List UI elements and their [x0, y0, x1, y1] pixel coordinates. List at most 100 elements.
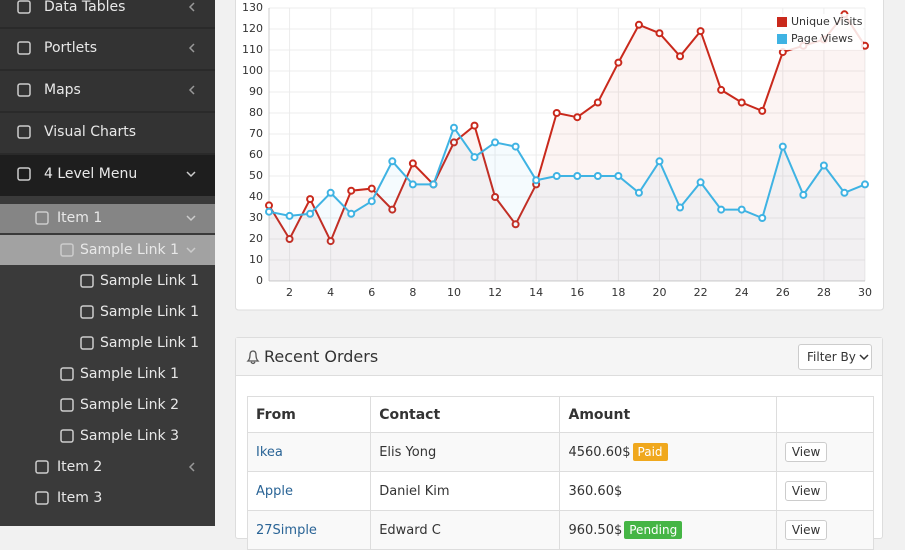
data-point	[491, 138, 500, 147]
chevron	[188, 43, 195, 53]
contact-cell: Elis Yong	[370, 432, 561, 472]
menu-icon	[60, 398, 74, 412]
action-cell: View	[775, 471, 875, 511]
data-point	[367, 184, 376, 193]
data-point	[840, 188, 849, 197]
data-point	[306, 195, 315, 204]
action-cell: View	[775, 432, 875, 472]
data-point	[408, 180, 417, 189]
view-button[interactable]: View	[784, 442, 828, 462]
menu-label: Sample Link 1	[100, 273, 199, 289]
column-header: Amount	[559, 396, 777, 433]
contact-cell: Edward C	[370, 510, 561, 550]
from-link[interactable]: Apple	[256, 483, 294, 499]
amount: 360.60$	[568, 483, 623, 499]
from-link[interactable]: Ikea	[256, 444, 283, 460]
x-tick-label: 24	[735, 286, 749, 299]
y-tick-label: 10	[249, 253, 263, 266]
data-point	[285, 211, 294, 220]
x-tick-label: 16	[570, 286, 584, 299]
y-tick-label: 110	[242, 43, 263, 56]
contact-cell: Daniel Kim	[370, 471, 561, 511]
data-point	[532, 176, 541, 185]
view-button[interactable]: View	[784, 520, 828, 540]
data-point	[676, 52, 685, 61]
menu-label: Sample Link 1	[80, 242, 179, 258]
data-point	[696, 27, 705, 36]
menu-icon	[17, 167, 31, 181]
y-tick-label: 40	[249, 190, 263, 203]
from-cell: 27Simple	[246, 510, 372, 550]
legend-swatch	[777, 34, 787, 44]
link-active-bg	[0, 235, 215, 265]
data-point	[511, 220, 520, 229]
data-point	[265, 201, 273, 210]
filter-label: Filter By	[807, 350, 856, 364]
data-point	[470, 153, 479, 162]
data-point	[737, 98, 746, 107]
menu-label: Item 2	[57, 459, 102, 475]
x-tick-label: 20	[652, 286, 666, 299]
legend-swatch	[777, 17, 787, 27]
bell-icon	[246, 350, 260, 365]
chevron	[188, 2, 195, 12]
y-tick-label: 70	[249, 127, 263, 140]
legend-label: Unique Visits	[791, 15, 863, 28]
data-point	[285, 235, 294, 243]
x-tick-label: 6	[368, 286, 375, 299]
order-row: Ikea Elis Yong 4560.60$ Paid View	[246, 432, 875, 472]
y-tick-label: 100	[242, 64, 263, 77]
order-row: Apple Daniel Kim 360.60$ View	[246, 471, 875, 511]
x-tick-label: 2	[286, 286, 293, 299]
y-tick-label: 20	[249, 232, 263, 245]
menu-icon	[60, 429, 74, 443]
amount: 4560.60$	[568, 445, 631, 460]
data-point	[388, 205, 397, 214]
menu-icon	[60, 243, 74, 257]
x-tick-label: 10	[447, 286, 461, 299]
data-point	[511, 142, 520, 151]
y-tick-label: 120	[242, 22, 263, 35]
sidebar: Data Tables Portlets Maps Visual Charts 4 Le…	[0, 0, 215, 526]
from-link[interactable]: 27Simple	[256, 522, 317, 538]
column-header	[775, 396, 875, 433]
header-row: From Contact Amount	[246, 396, 875, 433]
x-tick-label: 18	[611, 286, 625, 299]
chevron	[186, 247, 196, 254]
data-point	[819, 161, 828, 170]
status-badge: Paid	[632, 443, 668, 461]
data-point	[758, 106, 767, 115]
data-point	[449, 138, 458, 147]
filter-button[interactable]: Filter By	[798, 344, 872, 370]
menu-icon	[35, 211, 49, 225]
menu-icon	[80, 274, 94, 288]
data-point	[388, 157, 397, 166]
chevron	[186, 171, 196, 178]
data-point	[861, 180, 869, 189]
data-point	[573, 113, 582, 122]
y-tick-label: 60	[249, 148, 263, 161]
menu-icon	[35, 491, 49, 505]
data-point	[634, 20, 643, 29]
menu-label: Sample Link 2	[80, 397, 179, 413]
x-tick-label: 12	[488, 286, 502, 299]
column-header: Contact	[370, 396, 561, 433]
data-point	[326, 237, 335, 246]
data-point	[655, 29, 664, 38]
chevron	[186, 215, 196, 222]
menu-label: Portlets	[44, 40, 97, 56]
y-tick-label: 130	[242, 1, 263, 14]
data-point	[778, 142, 787, 151]
data-point	[408, 159, 417, 168]
view-button[interactable]: View	[784, 481, 828, 501]
legend-box	[773, 14, 863, 50]
menu-label: Visual Charts	[44, 124, 136, 140]
data-point	[306, 209, 315, 218]
data-point	[552, 109, 561, 117]
x-tick-label: 8	[409, 286, 416, 299]
data-point	[696, 178, 705, 187]
amount-cell: 4560.60$ Paid	[559, 432, 777, 472]
data-point	[552, 172, 561, 180]
data-point	[347, 209, 356, 218]
